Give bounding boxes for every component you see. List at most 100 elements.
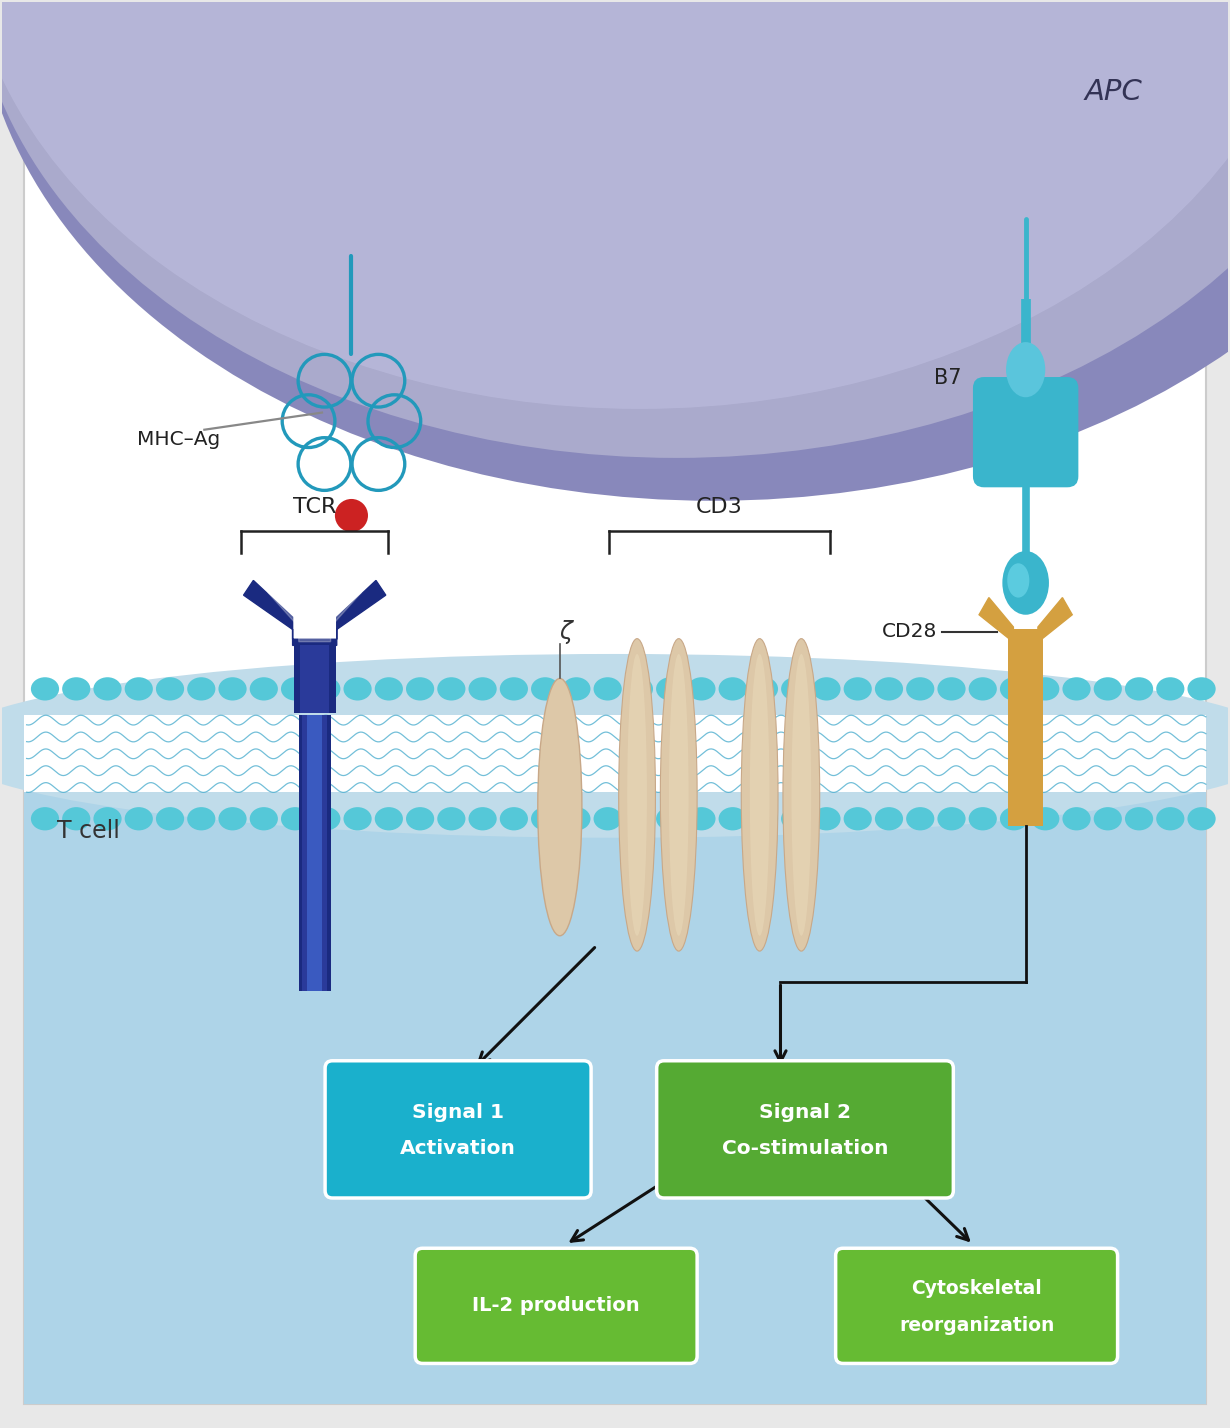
Bar (25, 715, 1205, 793)
Ellipse shape (750, 807, 779, 831)
Ellipse shape (538, 678, 582, 935)
Ellipse shape (156, 807, 184, 831)
Ellipse shape (406, 677, 434, 701)
FancyBboxPatch shape (657, 1061, 953, 1198)
Ellipse shape (406, 807, 434, 831)
Ellipse shape (531, 807, 560, 831)
FancyBboxPatch shape (325, 1061, 592, 1198)
Ellipse shape (1187, 677, 1215, 701)
Text: CD3: CD3 (696, 497, 743, 517)
Bar (1009, 703, 1043, 825)
Ellipse shape (437, 807, 465, 831)
Text: MHC–Ag: MHC–Ag (137, 430, 220, 448)
Bar (300, 645, 330, 713)
Ellipse shape (937, 807, 966, 831)
Ellipse shape (562, 677, 590, 701)
Bar (25, 748, 1205, 1404)
Ellipse shape (718, 807, 747, 831)
Polygon shape (268, 578, 362, 641)
Text: TCR: TCR (293, 497, 336, 517)
Ellipse shape (0, 0, 1230, 501)
Ellipse shape (375, 807, 403, 831)
Text: Signal 2: Signal 2 (759, 1102, 851, 1122)
Ellipse shape (499, 807, 528, 831)
Ellipse shape (784, 638, 819, 951)
Bar (294, 645, 336, 713)
Text: T cell: T cell (58, 820, 121, 844)
Ellipse shape (669, 654, 689, 935)
Ellipse shape (1125, 807, 1154, 831)
Ellipse shape (594, 677, 621, 701)
Ellipse shape (1125, 677, 1154, 701)
FancyBboxPatch shape (1020, 377, 1079, 487)
Bar (308, 715, 322, 991)
Text: B7: B7 (935, 368, 962, 388)
Ellipse shape (343, 807, 371, 831)
Bar (303, 715, 327, 991)
Ellipse shape (1093, 807, 1122, 831)
Ellipse shape (219, 677, 247, 701)
Ellipse shape (187, 807, 215, 831)
Ellipse shape (781, 677, 809, 701)
Ellipse shape (844, 807, 872, 831)
Ellipse shape (656, 677, 684, 701)
FancyBboxPatch shape (835, 1248, 1118, 1364)
Ellipse shape (124, 677, 153, 701)
Ellipse shape (280, 677, 309, 701)
Polygon shape (979, 597, 1073, 654)
Ellipse shape (619, 638, 656, 951)
Bar (1009, 630, 1043, 710)
Ellipse shape (656, 807, 684, 831)
Ellipse shape (718, 677, 747, 701)
Ellipse shape (812, 677, 840, 701)
Text: reorganization: reorganization (899, 1317, 1054, 1335)
Ellipse shape (1031, 807, 1059, 831)
Circle shape (335, 498, 368, 533)
Ellipse shape (742, 638, 779, 951)
Ellipse shape (1156, 677, 1184, 701)
Ellipse shape (625, 807, 653, 831)
Ellipse shape (0, 0, 1230, 458)
Text: Activation: Activation (400, 1140, 517, 1158)
Ellipse shape (1000, 677, 1028, 701)
Ellipse shape (312, 807, 341, 831)
Ellipse shape (969, 677, 996, 701)
Text: Co-stimulation: Co-stimulation (722, 1140, 888, 1158)
Ellipse shape (531, 677, 560, 701)
Text: CD28: CD28 (882, 623, 937, 641)
Ellipse shape (1007, 563, 1030, 597)
Ellipse shape (844, 677, 872, 701)
Ellipse shape (31, 677, 59, 701)
Ellipse shape (219, 807, 247, 831)
Ellipse shape (250, 807, 278, 831)
Ellipse shape (0, 0, 1230, 408)
Ellipse shape (625, 677, 653, 701)
Ellipse shape (781, 807, 809, 831)
Ellipse shape (627, 654, 647, 935)
Ellipse shape (688, 677, 716, 701)
Ellipse shape (375, 677, 403, 701)
Ellipse shape (63, 807, 90, 831)
Ellipse shape (937, 677, 966, 701)
Ellipse shape (280, 807, 309, 831)
Ellipse shape (1093, 677, 1122, 701)
Text: Cytoskeletal: Cytoskeletal (911, 1279, 1042, 1298)
Ellipse shape (0, 654, 1230, 838)
Ellipse shape (1031, 677, 1059, 701)
Ellipse shape (594, 807, 621, 831)
Bar (299, 715, 331, 991)
Ellipse shape (93, 677, 122, 701)
Ellipse shape (187, 677, 215, 701)
Ellipse shape (1063, 807, 1091, 831)
Ellipse shape (156, 677, 184, 701)
Ellipse shape (907, 807, 935, 831)
Ellipse shape (469, 677, 497, 701)
Ellipse shape (31, 807, 59, 831)
Text: IL-2 production: IL-2 production (472, 1297, 640, 1315)
Ellipse shape (499, 677, 528, 701)
FancyBboxPatch shape (416, 1248, 697, 1364)
Ellipse shape (1063, 677, 1091, 701)
Ellipse shape (750, 677, 779, 701)
Polygon shape (244, 580, 386, 645)
Ellipse shape (969, 807, 996, 831)
